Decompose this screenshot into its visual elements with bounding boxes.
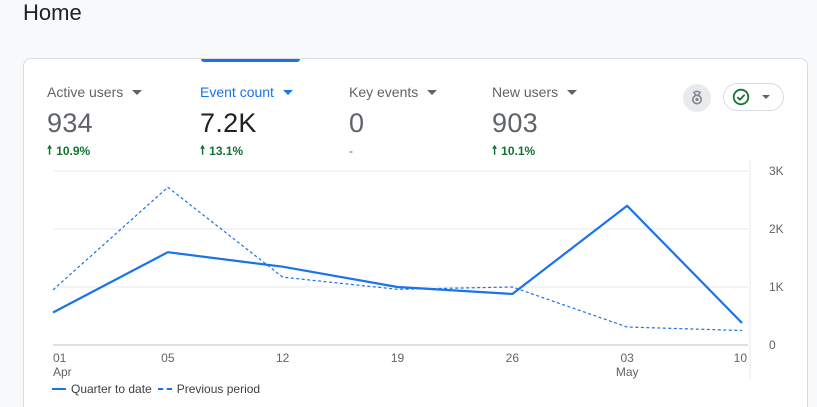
x-tick-label: 01 bbox=[53, 351, 67, 365]
overview-card: Active users 934 🠕 10.9% Event count 7.2… bbox=[23, 58, 808, 407]
y-tick-label: 2K bbox=[769, 222, 784, 236]
series-line-quarter-to-date bbox=[52, 204, 743, 324]
caret-down-icon bbox=[427, 89, 438, 95]
metric-label: New users bbox=[492, 84, 559, 100]
caret-down-icon bbox=[762, 95, 770, 99]
x-tick-label: 26 bbox=[506, 351, 520, 365]
metric-event-count-header[interactable]: Event count bbox=[200, 83, 293, 101]
caret-down-icon bbox=[132, 89, 143, 95]
metric-delta: 🠕 13.1% bbox=[200, 143, 293, 159]
metric-key-events[interactable]: Key events 0 - bbox=[349, 83, 438, 158]
legend-item-previous-period[interactable]: Previous period bbox=[157, 382, 261, 396]
metric-delta: 🠕 10.9% bbox=[47, 143, 142, 159]
legend-label: Previous period bbox=[176, 382, 261, 396]
selected-tab-indicator bbox=[201, 59, 300, 62]
x-tick-label: 10 bbox=[734, 351, 748, 365]
metric-delta-value: - bbox=[349, 144, 353, 158]
caret-down-icon bbox=[282, 89, 293, 95]
insights-badge-icon bbox=[692, 90, 702, 105]
x-tick-label: 05 bbox=[161, 351, 175, 365]
chart-legend: Quarter to date Previous period bbox=[52, 382, 266, 396]
metric-delta-value: 13.1% bbox=[209, 144, 244, 158]
metric-value: 934 bbox=[47, 108, 93, 138]
metric-delta-value: 10.9% bbox=[56, 144, 91, 158]
x-tick-month-label: Apr bbox=[53, 365, 72, 379]
x-tick-month-label: May bbox=[616, 365, 639, 379]
metric-label: Active users bbox=[47, 84, 124, 100]
metric-value: 7.2K bbox=[200, 108, 257, 138]
metric-delta: 🠕 10.1% bbox=[492, 143, 577, 159]
caret-down-icon bbox=[567, 89, 578, 95]
metric-key-events-header[interactable]: Key events bbox=[349, 83, 438, 101]
check-circle-icon bbox=[732, 88, 750, 106]
x-tick-label: 12 bbox=[276, 351, 290, 365]
x-tick-label: 03 bbox=[620, 351, 634, 365]
metric-active-users-header[interactable]: Active users bbox=[47, 83, 143, 101]
y-tick-label: 3K bbox=[769, 164, 784, 178]
arrow-up-icon: 🠕 bbox=[200, 142, 206, 157]
y-tick-label: 0 bbox=[769, 338, 776, 352]
arrow-up-icon: 🠕 bbox=[47, 142, 53, 157]
metric-active-users[interactable]: Active users 934 🠕 10.9% bbox=[47, 83, 143, 159]
page-title: Home bbox=[23, 0, 82, 25]
metric-event-count[interactable]: Event count 7.2K 🠕 13.1% bbox=[200, 83, 293, 158]
metric-label: Key events bbox=[349, 84, 419, 100]
metric-label: Event count bbox=[200, 84, 274, 100]
series-line-previous-period bbox=[52, 186, 743, 332]
x-tick-label: 19 bbox=[391, 351, 405, 365]
metric-delta-value: 10.1% bbox=[501, 144, 536, 158]
metric-new-users[interactable]: New users 903 🠕 10.1% bbox=[492, 83, 578, 159]
legend-label: Quarter to date bbox=[71, 382, 152, 396]
insights-button[interactable] bbox=[683, 84, 711, 112]
solid-line-swatch bbox=[52, 388, 66, 390]
metric-value: 0 bbox=[349, 108, 365, 138]
arrow-up-icon: 🠕 bbox=[492, 142, 498, 157]
legend-item-quarter-to-date[interactable]: Quarter to date bbox=[52, 382, 152, 396]
metric-new-users-header[interactable]: New users bbox=[492, 83, 578, 101]
metric-value: 903 bbox=[492, 108, 538, 138]
y-tick-label: 1K bbox=[769, 280, 784, 294]
metric-delta: - bbox=[349, 144, 437, 158]
status-dropdown-button[interactable] bbox=[723, 83, 784, 111]
dashed-line-swatch bbox=[157, 388, 172, 390]
